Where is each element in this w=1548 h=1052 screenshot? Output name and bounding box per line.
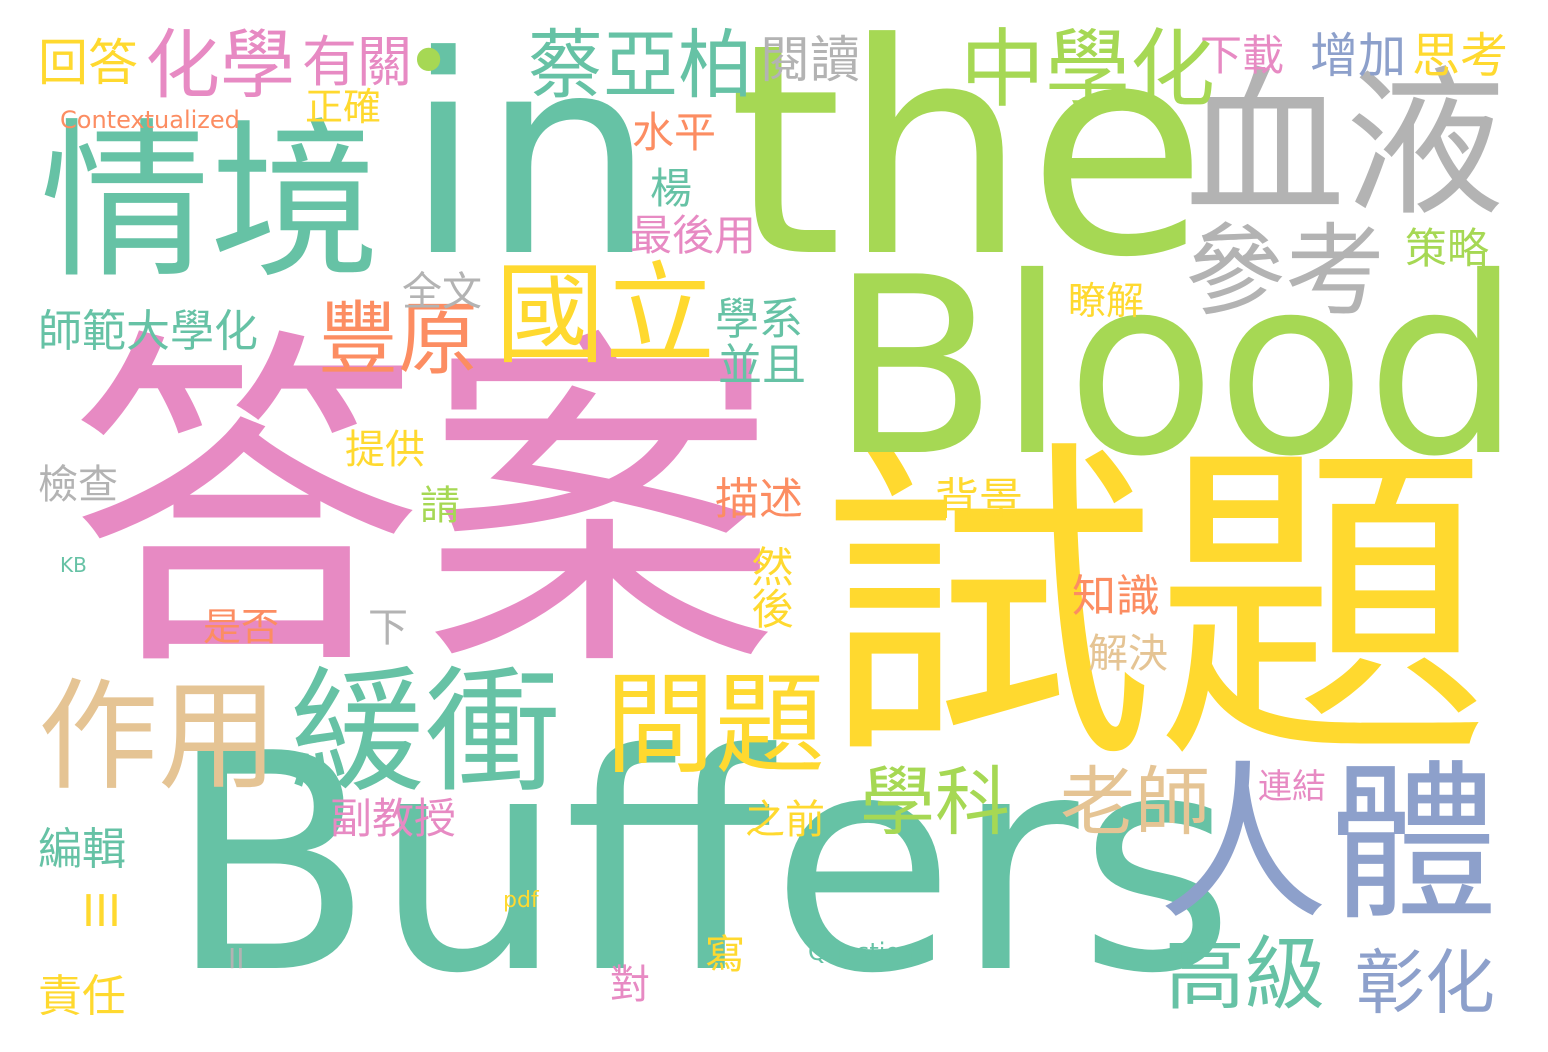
- word: 有關: [302, 30, 413, 94]
- word: 血液: [1185, 51, 1506, 238]
- word: 思考: [1412, 28, 1509, 84]
- word: 情境: [40, 104, 381, 302]
- word: 然後: [745, 545, 794, 629]
- word: 彰化: [1355, 942, 1495, 1024]
- word: 中學化: [960, 21, 1216, 120]
- word: 問題: [605, 661, 825, 789]
- word: 背景: [935, 474, 1023, 525]
- word: 連結: [1258, 767, 1326, 807]
- word: III: [82, 886, 121, 937]
- word: 蔡亞柏: [528, 21, 754, 109]
- word: 是否: [203, 605, 280, 649]
- word: •: [405, 15, 453, 108]
- word: 師範大學化: [38, 306, 258, 357]
- word: 之前: [745, 797, 825, 843]
- word: 編輯: [38, 824, 126, 875]
- word: 作用: [38, 668, 278, 807]
- word: 請: [420, 483, 460, 529]
- word: II: [228, 942, 245, 975]
- word: 下載: [1200, 31, 1285, 80]
- word: 豐原: [318, 293, 478, 386]
- word: 緩衝: [290, 654, 560, 811]
- word: in: [405, 0, 656, 317]
- word: 水平: [632, 108, 717, 157]
- word: 下: [368, 605, 408, 651]
- word: 楊: [650, 164, 693, 213]
- word: 提供: [345, 427, 425, 473]
- word: 知識: [1072, 571, 1160, 622]
- word: KB: [60, 553, 87, 577]
- word: the: [728, 0, 1208, 321]
- word: 高級: [1165, 928, 1325, 1021]
- word: 學系: [715, 294, 803, 345]
- word: Contextualized: [60, 106, 240, 134]
- word: 人體: [1158, 746, 1499, 944]
- word: 學科: [860, 758, 1011, 846]
- word: 副教授: [330, 794, 457, 843]
- word: 對: [610, 962, 650, 1008]
- word: 閱讀: [760, 31, 860, 89]
- word: 回答: [38, 34, 138, 92]
- word: 寫: [705, 932, 745, 978]
- word: 最後用: [630, 211, 757, 260]
- word: 參考: [1185, 213, 1385, 330]
- word: Question: [808, 938, 916, 966]
- word: 解決: [1088, 631, 1168, 677]
- word: Buffers: [168, 690, 1235, 1039]
- word: 化學: [145, 21, 296, 109]
- word: 並且: [718, 340, 806, 391]
- word: 老師: [1060, 758, 1211, 846]
- word: 答案: [68, 300, 778, 714]
- word: 增加: [1310, 28, 1407, 84]
- word: 描述: [715, 474, 803, 525]
- word: Blood: [830, 225, 1522, 510]
- word: 試題: [820, 414, 1490, 804]
- word: 國立: [495, 251, 715, 379]
- word: 責任: [38, 971, 126, 1022]
- word: 策略: [1405, 224, 1490, 273]
- word: pdf: [503, 888, 539, 913]
- word: 全文: [402, 269, 482, 315]
- word: 正確: [305, 85, 382, 129]
- word: 瞭解: [1068, 279, 1145, 323]
- word: 檢查: [38, 462, 118, 508]
